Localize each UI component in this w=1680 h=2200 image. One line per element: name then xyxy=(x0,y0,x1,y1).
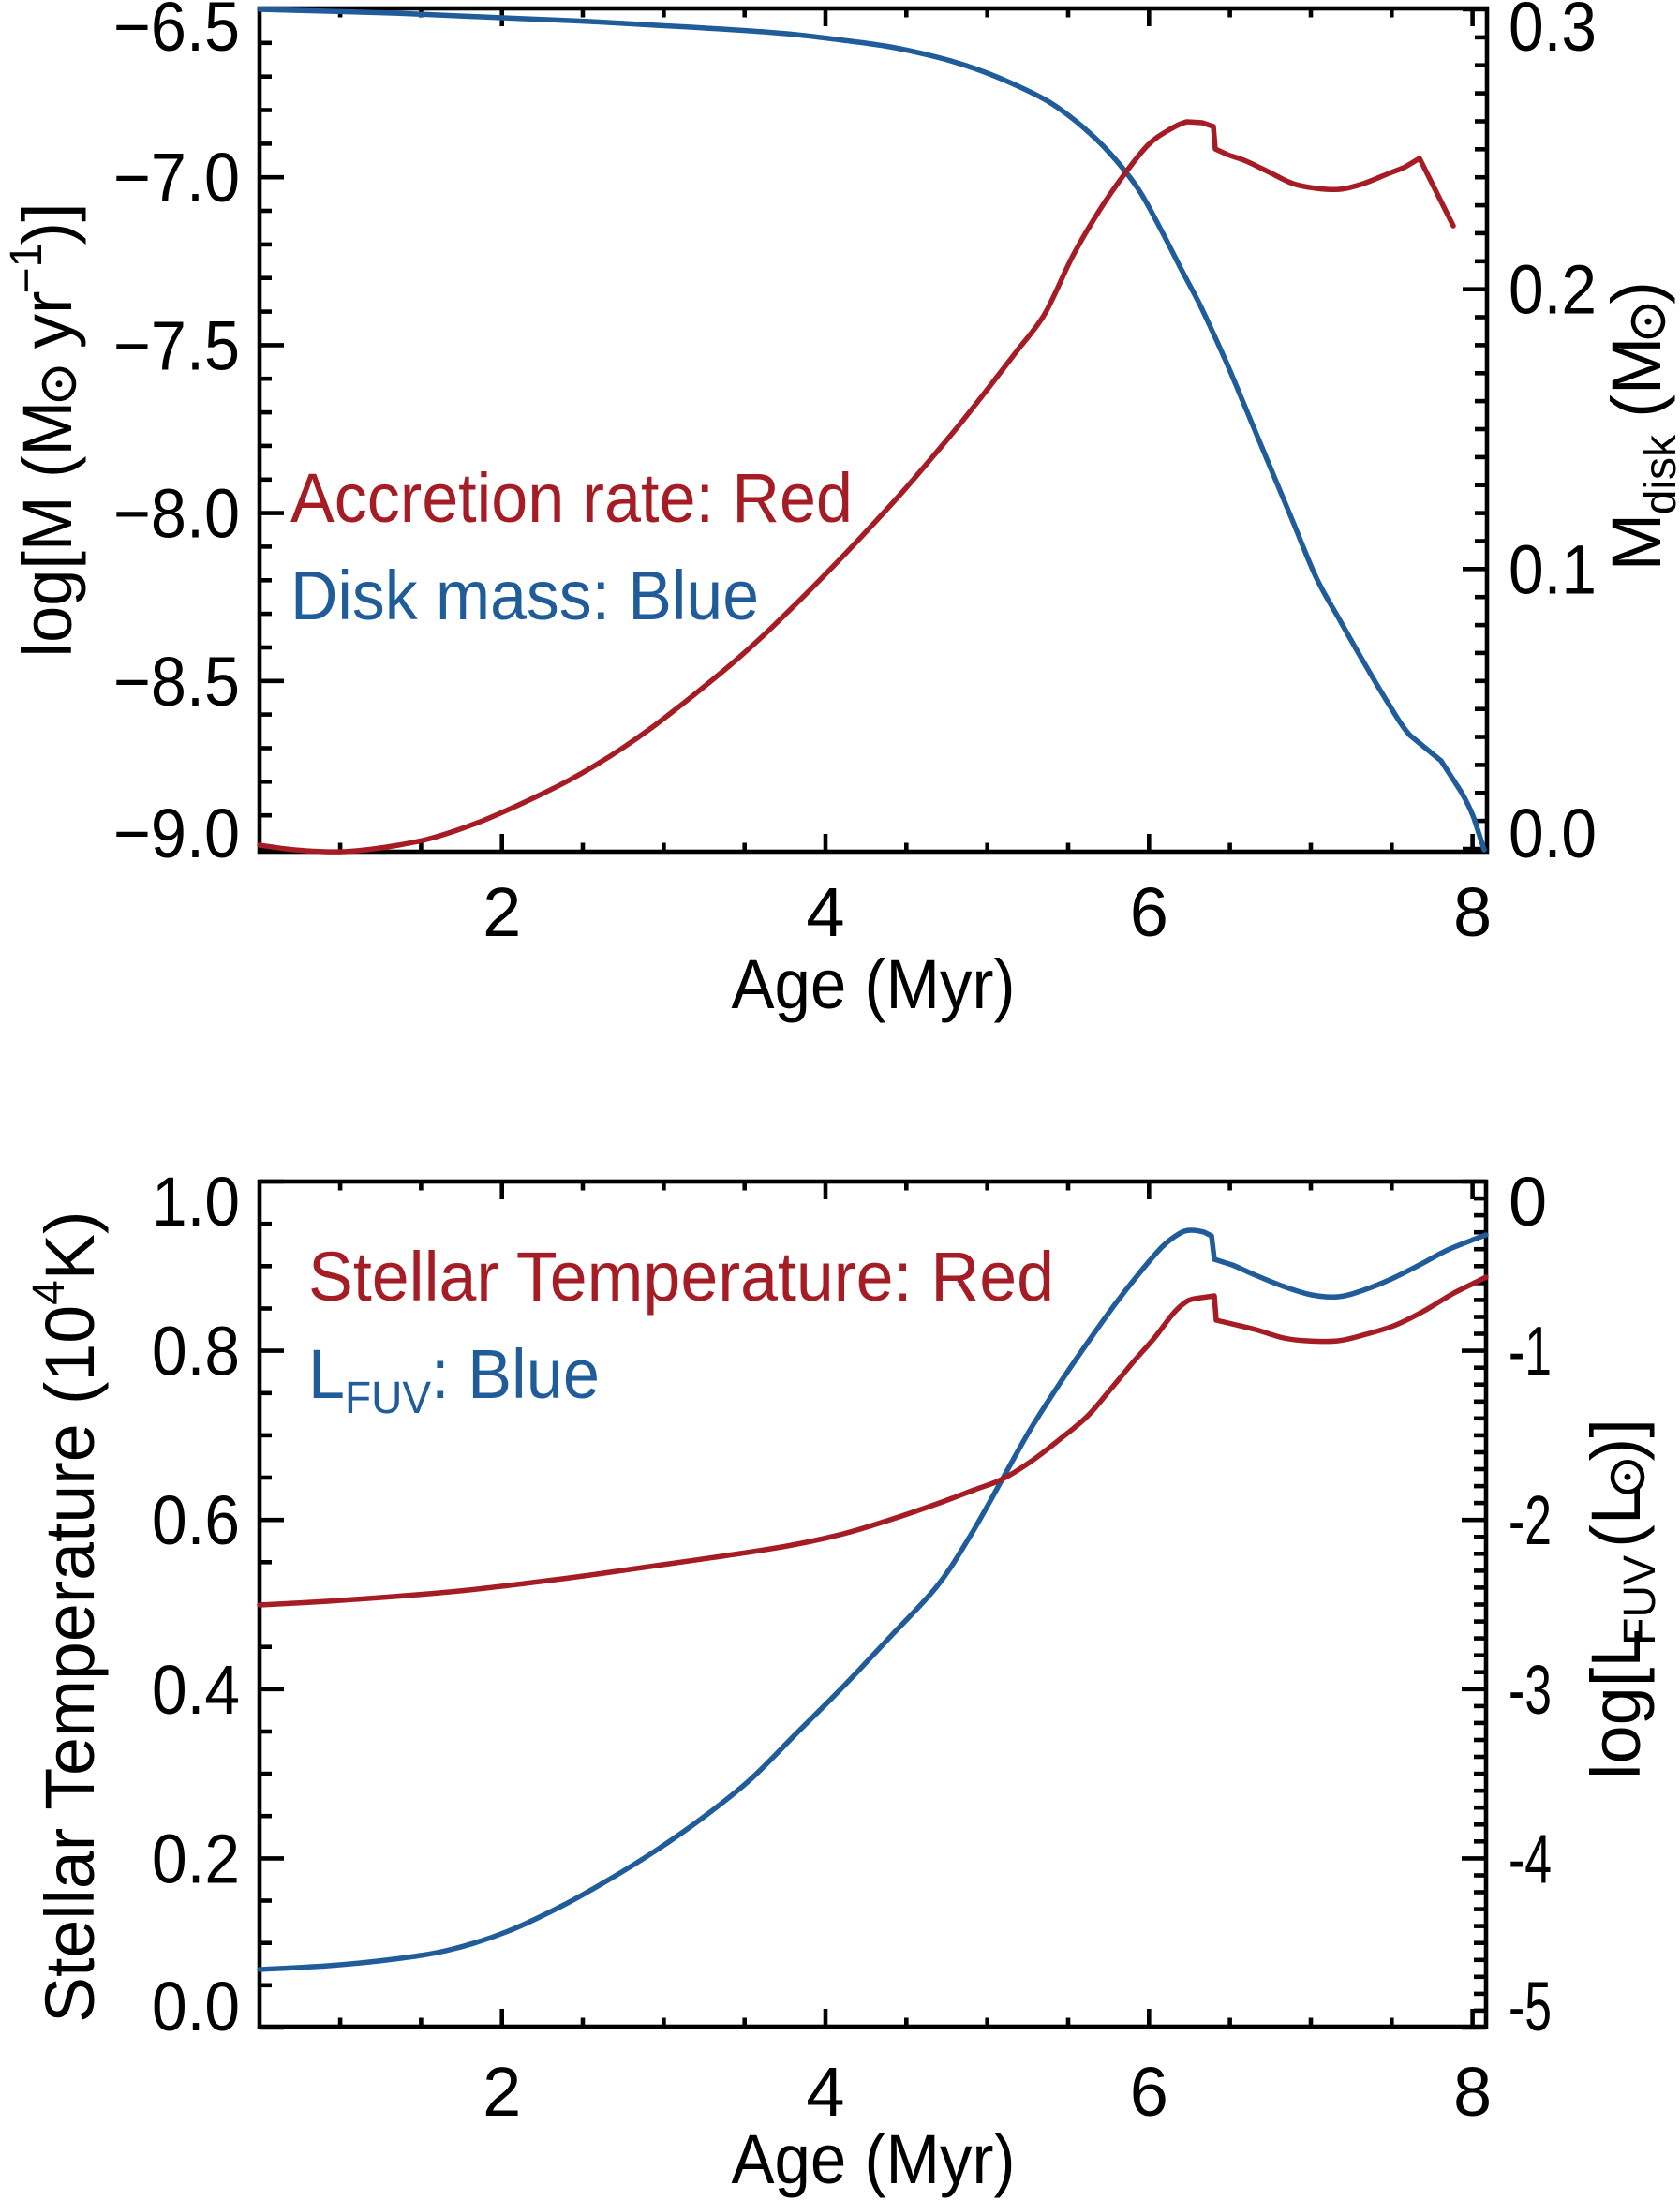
svg-text:0.6: 0.6 xyxy=(152,1481,240,1559)
svg-text:(L: (L xyxy=(1577,1486,1655,1548)
svg-text:−7.5: −7.5 xyxy=(113,306,240,384)
svg-text:Stellar Temperature: Red: Stellar Temperature: Red xyxy=(308,1238,1054,1316)
svg-text:−1: −1 xyxy=(2,243,52,294)
svg-text:−8.0: −8.0 xyxy=(113,475,240,553)
svg-text:FUV: FUV xyxy=(345,1374,431,1423)
svg-text:0.1: 0.1 xyxy=(1509,530,1597,608)
svg-text:-5: -5 xyxy=(1509,1968,1552,2045)
svg-text:0.4: 0.4 xyxy=(152,1651,240,1729)
svg-text:M: M xyxy=(1598,513,1675,572)
svg-text:4: 4 xyxy=(806,2053,844,2131)
svg-text:-3: -3 xyxy=(1509,1651,1552,1729)
svg-text:0.2: 0.2 xyxy=(1509,251,1597,329)
svg-text:4: 4 xyxy=(24,1280,74,1305)
svg-text:log[M (M: log[M (M xyxy=(8,401,86,658)
svg-text:1.0: 1.0 xyxy=(152,1163,240,1241)
svg-text:K): K) xyxy=(31,1211,109,1280)
svg-text:Age (Myr): Age (Myr) xyxy=(732,2120,1016,2198)
svg-text:FUV: FUV xyxy=(1615,1555,1665,1645)
svg-text:0.3: 0.3 xyxy=(1509,0,1597,66)
svg-text:-1: -1 xyxy=(1509,1313,1552,1390)
svg-text:8: 8 xyxy=(1453,2053,1492,2131)
svg-text:8: 8 xyxy=(1453,873,1492,951)
svg-text:L: L xyxy=(308,1335,345,1413)
svg-text:2: 2 xyxy=(483,873,521,951)
svg-text:-4: -4 xyxy=(1509,1820,1552,1897)
svg-text:0.8: 0.8 xyxy=(152,1313,240,1390)
svg-text:disk: disk xyxy=(1636,434,1680,514)
svg-text:−6.5: −6.5 xyxy=(113,0,240,66)
svg-text:Age (Myr): Age (Myr) xyxy=(732,945,1016,1023)
svg-text:log[L: log[L xyxy=(1577,1629,1655,1779)
svg-text:0.2: 0.2 xyxy=(152,1820,240,1897)
svg-text:0.0: 0.0 xyxy=(1509,795,1597,872)
svg-text:6: 6 xyxy=(1130,873,1168,951)
svg-text:−8.5: −8.5 xyxy=(113,643,240,721)
svg-text:0: 0 xyxy=(1509,1163,1547,1241)
svg-text:0.0: 0.0 xyxy=(152,1968,240,2045)
svg-text:Accretion rate: Red: Accretion rate: Red xyxy=(290,459,853,537)
svg-text:): ) xyxy=(1598,281,1675,305)
svg-text:(M: (M xyxy=(1598,337,1675,418)
svg-text:-2: -2 xyxy=(1509,1481,1552,1559)
svg-text:)]: )] xyxy=(1577,1419,1655,1461)
svg-text:−9.0: −9.0 xyxy=(113,795,240,872)
svg-text:6: 6 xyxy=(1130,2053,1168,2131)
svg-text:)]: )] xyxy=(8,202,86,245)
svg-text:4: 4 xyxy=(806,873,844,951)
svg-text:2: 2 xyxy=(483,2053,521,2131)
svg-text:yr: yr xyxy=(8,290,86,349)
svg-text:Disk mass: Blue: Disk mass: Blue xyxy=(290,557,759,634)
svg-text:Stellar Temperature (10: Stellar Temperature (10 xyxy=(31,1305,109,2023)
svg-text:−7.0: −7.0 xyxy=(113,139,240,216)
svg-text:: Blue: : Blue xyxy=(431,1335,600,1413)
